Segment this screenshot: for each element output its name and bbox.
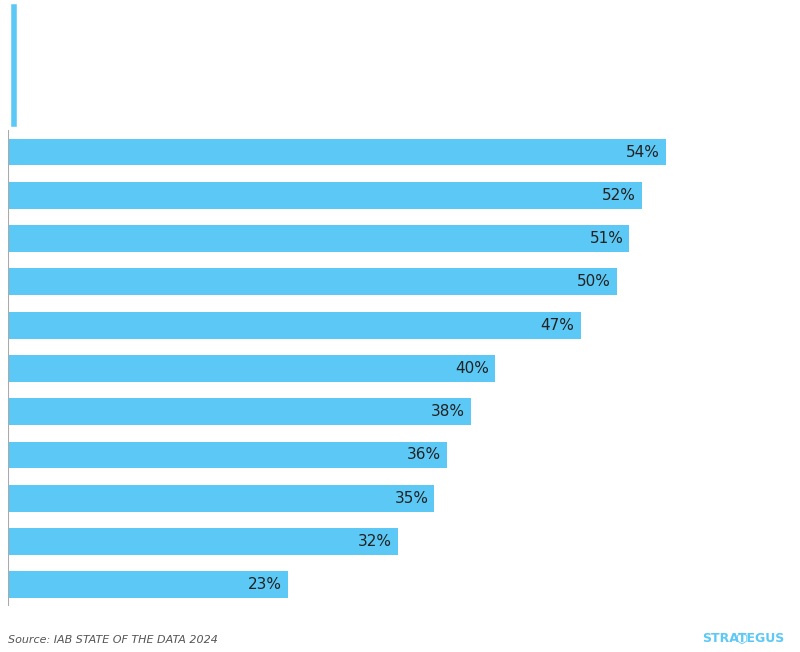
Bar (8, 269, 618, 295)
Bar (8, 139, 666, 166)
Text: 40%: 40% (455, 361, 490, 376)
Text: (AMONG 2023 AD BUYERS): (AMONG 2023 AD BUYERS) (32, 107, 212, 120)
Bar (8, 485, 434, 512)
Text: 51%: 51% (590, 231, 623, 246)
Text: 54%: 54% (626, 145, 660, 160)
Text: 50%: 50% (578, 274, 611, 289)
Text: Source: IAB STATE OF THE DATA 2024: Source: IAB STATE OF THE DATA 2024 (8, 636, 218, 645)
Text: 23%: 23% (248, 577, 282, 592)
Bar (8, 441, 446, 468)
Text: 32%: 32% (358, 534, 392, 549)
Text: 36%: 36% (406, 447, 441, 462)
Bar (8, 355, 495, 382)
Text: STRATEGUS: STRATEGUS (702, 632, 784, 645)
Bar (8, 398, 471, 425)
Bar (8, 225, 630, 252)
Bar (8, 182, 642, 209)
Text: 38%: 38% (431, 404, 465, 419)
Bar (8, 571, 288, 598)
Text: ⬡: ⬡ (736, 632, 748, 645)
Bar (8, 312, 581, 338)
Text: 52%: 52% (602, 188, 635, 203)
Text: % Increasing 2024 Ad Spend Due to: % Increasing 2024 Ad Spend Due to (32, 29, 481, 49)
Text: 35%: 35% (394, 491, 428, 506)
Bar (8, 528, 398, 555)
Text: Legislation & Signal Loss, By Channel: Legislation & Signal Loss, By Channel (32, 63, 504, 83)
Text: 47%: 47% (541, 318, 574, 333)
